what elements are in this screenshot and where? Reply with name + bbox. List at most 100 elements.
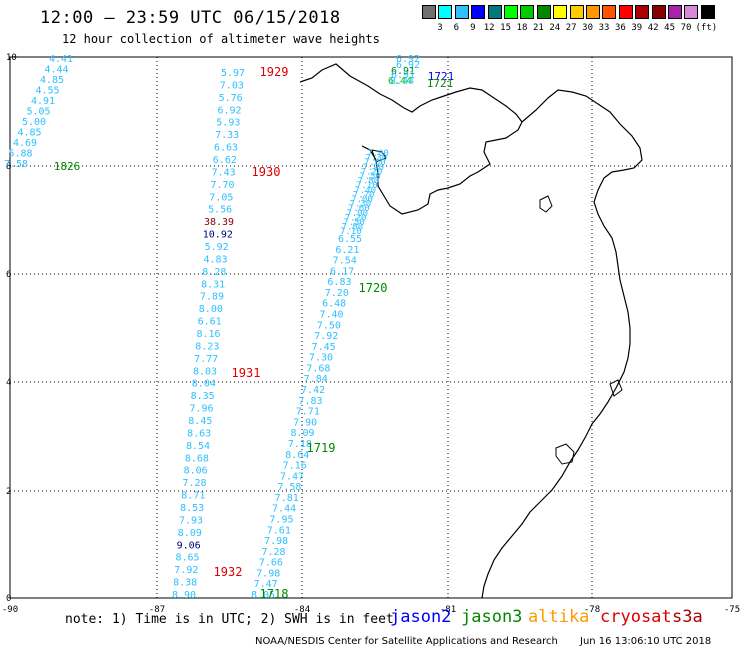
wave-value-label: 7.80 bbox=[342, 223, 364, 233]
wave-value-label: 7.68 bbox=[306, 363, 330, 374]
wave-value-label: 7.20 bbox=[345, 213, 367, 223]
y-tick-label: 10 bbox=[6, 53, 17, 63]
wave-value-label: 4.41 bbox=[49, 54, 73, 65]
wave-value-label: 8.44 bbox=[390, 76, 414, 87]
wave-value-label: 6.44 bbox=[388, 76, 412, 87]
island-outline bbox=[555, 443, 575, 465]
wave-value-label: 7.30 bbox=[366, 154, 388, 164]
wave-value-label: 8.09 bbox=[178, 528, 202, 539]
pass-time-label: 1721 bbox=[427, 77, 454, 90]
x-tick-label: -75 bbox=[724, 605, 740, 615]
wave-value-label: 7.61 bbox=[267, 525, 291, 536]
wave-value-label: 7.47 bbox=[280, 471, 304, 482]
wave-value-label: 7.20 bbox=[361, 167, 383, 177]
footer-note: note: 1) Time is in UTC; 2) SWH is in fe… bbox=[65, 612, 394, 627]
pass-time-label: 1930 bbox=[252, 165, 281, 179]
wave-value-label: 6.92 bbox=[396, 54, 420, 65]
wave-value-label: 8.23 bbox=[195, 341, 219, 352]
wave-value-label: 8.31 bbox=[201, 279, 225, 290]
wave-value-label: 6.91 bbox=[391, 66, 415, 77]
generated-timestamp: Jun 16 13:06:10 UTC 2018 bbox=[580, 636, 712, 647]
y-tick-label: 4 bbox=[6, 378, 11, 388]
wave-value-label: 8.04 bbox=[192, 379, 216, 390]
pass-time-label: 1719 bbox=[307, 441, 336, 455]
island-outline bbox=[539, 195, 553, 213]
coastline-north bbox=[299, 63, 523, 215]
wave-value-label: 7.70 bbox=[210, 180, 234, 191]
wave-value-label: 7.00 bbox=[367, 149, 389, 159]
x-tick-label: -81 bbox=[440, 605, 456, 615]
wave-value-label: 8.00 bbox=[199, 304, 223, 315]
wave-value-label: 7.44 bbox=[272, 504, 296, 515]
legend-swatch bbox=[586, 5, 600, 19]
wave-value-label: 7.60 bbox=[364, 158, 386, 168]
wave-value-label: 4.83 bbox=[203, 254, 227, 265]
wave-value-label: 8.54 bbox=[186, 441, 210, 452]
wave-value-label: 7.40 bbox=[319, 310, 343, 321]
wave-value-label: 7.50 bbox=[317, 320, 341, 331]
wave-value-label: 5.05 bbox=[26, 107, 50, 118]
wave-value-label: 7.98 bbox=[264, 536, 288, 547]
wave-value-label: 7.45 bbox=[312, 342, 336, 353]
legend-swatch bbox=[651, 5, 666, 19]
wave-value-label: 7.93 bbox=[179, 515, 203, 526]
satellite-jason2: jason2 bbox=[390, 607, 452, 627]
legend-label: 36 bbox=[614, 23, 626, 33]
legend-swatch bbox=[569, 5, 584, 19]
wave-value-label: 7.89 bbox=[200, 292, 224, 303]
wave-value-label: 7.10 bbox=[340, 227, 362, 237]
map-frame bbox=[9, 56, 733, 599]
legend-swatch bbox=[553, 5, 568, 19]
wave-value-label: 7.95 bbox=[269, 514, 293, 525]
y-tick-label: 0 bbox=[6, 594, 11, 604]
pass-time-label: 1718 bbox=[260, 587, 289, 601]
legend-label: 45 bbox=[664, 23, 676, 33]
legend-label: 27 bbox=[565, 23, 577, 33]
wave-value-label: 6.17 bbox=[330, 266, 354, 277]
wave-value-label: 7.33 bbox=[215, 130, 239, 141]
x-tick-label: -78 bbox=[584, 605, 600, 615]
wave-value-label: 6.55 bbox=[338, 234, 362, 245]
wave-value-label: 6.62 bbox=[213, 155, 237, 166]
wave-value-label: 7.92 bbox=[174, 565, 198, 576]
wave-value-label: 6.91 bbox=[391, 70, 415, 81]
pass-time-label: 1826 bbox=[54, 160, 81, 173]
legend-swatch bbox=[438, 5, 453, 19]
map-title: 12:00 – 23:59 UTC 06/15/2018 bbox=[40, 8, 341, 28]
satellite-s3a: s3a bbox=[672, 607, 703, 627]
legend-label: 39 bbox=[631, 23, 643, 33]
legend-swatch bbox=[454, 5, 469, 19]
map-subtitle: 12 hour collection of altimeter wave hei… bbox=[62, 32, 380, 46]
wave-value-label: 4.44 bbox=[44, 65, 68, 76]
wave-value-label: 7.10 bbox=[356, 181, 378, 191]
legend-label: 3 bbox=[437, 23, 443, 33]
wave-value-label: 7.80 bbox=[358, 177, 380, 187]
wave-value-label: 7.96 bbox=[189, 404, 213, 415]
pass-time-label: 1931 bbox=[232, 366, 261, 380]
satellite-jason3: jason3 bbox=[461, 607, 523, 627]
wave-value-label: 7.30 bbox=[350, 200, 372, 210]
wave-value-label: 7.20 bbox=[325, 288, 349, 299]
wave-value-label: 6.61 bbox=[198, 317, 222, 328]
x-tick-label: -87 bbox=[149, 605, 165, 615]
wave-value-label: 7.28 bbox=[182, 478, 206, 489]
island-outline bbox=[609, 379, 623, 397]
legend-swatch bbox=[471, 5, 486, 19]
wave-value-label: 7.83 bbox=[298, 396, 322, 407]
legend-swatch bbox=[668, 5, 682, 19]
legend-swatch bbox=[684, 5, 699, 19]
wave-value-label: 7.18 bbox=[288, 439, 312, 450]
wave-value-label: 8.45 bbox=[188, 416, 212, 427]
wave-value-label: 6.48 bbox=[322, 299, 346, 310]
legend-swatch bbox=[602, 5, 617, 19]
wave-value-label: 7.60 bbox=[348, 204, 370, 214]
wave-value-label: 8.35 bbox=[191, 391, 215, 402]
wave-value-label: 8.64 bbox=[285, 450, 309, 461]
wave-value-label: 7.54 bbox=[333, 256, 357, 267]
wave-value-label: 5.92 bbox=[205, 242, 229, 253]
wave-value-label: 8.65 bbox=[175, 553, 199, 564]
wave-value-label: 7.00 bbox=[351, 195, 373, 205]
legend-swatch bbox=[618, 5, 633, 19]
wave-value-label: 6.63 bbox=[214, 143, 238, 154]
